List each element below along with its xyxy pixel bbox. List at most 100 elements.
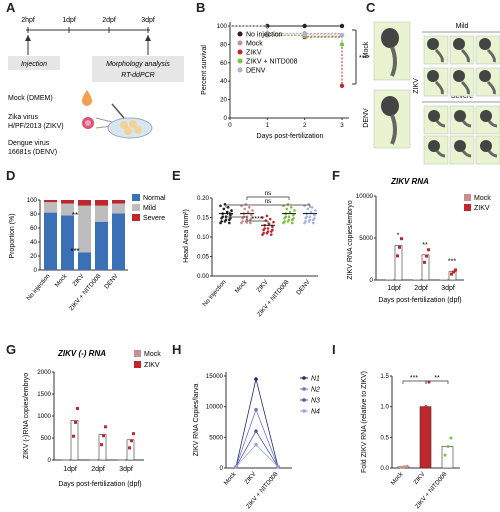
e-data-point <box>292 216 295 220</box>
g-bar-mock <box>90 459 97 461</box>
b-data-point <box>339 83 345 89</box>
d-bar-segment <box>78 200 91 206</box>
injection-box <box>8 56 60 70</box>
e-data-point <box>261 216 264 219</box>
d-legend-swatch <box>132 204 140 211</box>
e-data-point <box>270 233 273 236</box>
e-data-point <box>229 213 232 217</box>
f-data-point <box>427 248 430 252</box>
g-title: ZIKV (-) RNA <box>57 349 106 358</box>
b-xlabel: Days post-fertilization <box>257 133 324 140</box>
d-ytick-label: 60 <box>30 225 37 232</box>
g-legend-swatch <box>134 361 141 368</box>
e-data-point <box>243 207 247 211</box>
f-legend-label: Mock <box>474 195 491 202</box>
e-data-point <box>309 210 313 214</box>
g-data-point <box>100 443 103 447</box>
e-data-point <box>272 220 275 224</box>
e-data-point <box>268 217 272 221</box>
e-data-point <box>292 213 295 217</box>
i-data-point <box>421 429 425 433</box>
h-legend-marker <box>302 376 306 380</box>
e-data-point <box>249 221 252 225</box>
d-bar-segment <box>78 205 91 253</box>
d-ytick-label: 0 <box>34 267 38 274</box>
h-data-point <box>254 377 258 381</box>
d-bar-segment <box>112 213 125 270</box>
f-bar-zikv <box>394 245 403 281</box>
g-legend-swatch <box>134 350 141 357</box>
e-ytick-label: 0.15 <box>197 215 210 222</box>
b-data-point <box>302 32 307 37</box>
e-data-point <box>220 220 223 223</box>
d-legend-label: Normal <box>143 195 166 202</box>
panel-letter-f: F <box>332 168 340 183</box>
panel-letter-d: D <box>6 168 16 183</box>
h-legend-marker <box>302 409 306 413</box>
d-bar-segment <box>61 215 74 270</box>
panel-e-scatter-chart: 0.00 0.05 0.10 0.15 0.20 No injection Mock ZIK… <box>183 190 318 318</box>
f-legend-label: ZIKV <box>474 205 490 212</box>
i-data-point <box>449 436 453 440</box>
analysis-label-2: RT-ddPCR <box>121 72 154 79</box>
h-data-point <box>254 442 258 447</box>
e-xlabel: Mock <box>234 278 249 295</box>
d-bar-segment <box>44 212 57 270</box>
e-data-point <box>219 204 222 208</box>
e-data-point <box>304 220 307 223</box>
i-xlabel: ZIKV <box>412 470 427 486</box>
i-ytick-label: 0.5 <box>380 434 389 441</box>
e-data-point <box>287 218 291 222</box>
panel-g-bar-chart: ZIKV (-) RNA 0 500 1000 1500 2000 1dpf 2dpf 3d… <box>23 349 161 488</box>
e-data-point <box>306 207 310 211</box>
e-xlabel: DENV <box>295 278 312 296</box>
g-xlabel-tick: 2dpf <box>91 466 105 473</box>
e-annotation-ns-2: ns <box>265 198 272 205</box>
g-legend-label: Mock <box>144 351 161 358</box>
b-ytick-label: 100 <box>217 23 228 30</box>
timeline-1dpf: 1dpf <box>62 17 76 24</box>
g-data-point <box>102 434 105 438</box>
e-xlabel: No injection <box>201 278 228 308</box>
i-data-point <box>402 465 406 469</box>
d-bar-segment <box>112 203 125 214</box>
d-bar-segment <box>61 203 74 216</box>
g-ytick-label: 0 <box>48 457 52 464</box>
e-data-point <box>308 218 312 222</box>
h-legend-marker <box>302 398 306 402</box>
b-ytick-label: 40 <box>220 78 227 85</box>
b-data-point <box>302 23 307 29</box>
b-ylabel: Percent survival <box>201 45 208 95</box>
g-bar-zikv <box>126 439 135 461</box>
e-xlabel: ZIKV <box>255 278 270 294</box>
i-data-point <box>399 465 403 469</box>
e-data-point <box>283 220 286 223</box>
e-ytick-label: 0.05 <box>197 254 210 261</box>
c-mock-label: Mock <box>363 41 370 58</box>
b-legend-label: ZIKV <box>246 50 262 57</box>
i-data-point <box>405 464 409 468</box>
droplet-icon <box>82 90 92 106</box>
h-ytick-label: 15000 <box>206 373 224 380</box>
h-data-point <box>254 407 258 412</box>
e-data-point <box>266 227 270 230</box>
g-data-point <box>76 407 79 411</box>
i-data-point <box>427 380 431 384</box>
i-annotation-1: *** <box>410 375 418 382</box>
e-data-point <box>314 209 317 212</box>
b-legend-label: No injection <box>246 32 283 39</box>
b-data-point <box>265 23 270 29</box>
g-data-point <box>74 420 77 424</box>
e-data-point <box>263 227 267 230</box>
g-ytick-label: 500 <box>41 435 52 442</box>
b-ytick-label: 20 <box>220 97 227 104</box>
f-xlabel-tick: 2dpf <box>414 285 428 292</box>
panel-b-survival-chart: 0 20 40 60 80 100 0 1 2 3 No injection Mock ZIKV ZI… <box>201 22 370 140</box>
e-data-point <box>284 215 288 219</box>
g-data-point <box>104 425 107 429</box>
d-annotation-zikv: ** <box>72 211 78 220</box>
i-data-point <box>443 453 447 457</box>
e-data-point <box>313 213 316 217</box>
e-ylabel: Head Area (mm²) <box>183 209 190 263</box>
